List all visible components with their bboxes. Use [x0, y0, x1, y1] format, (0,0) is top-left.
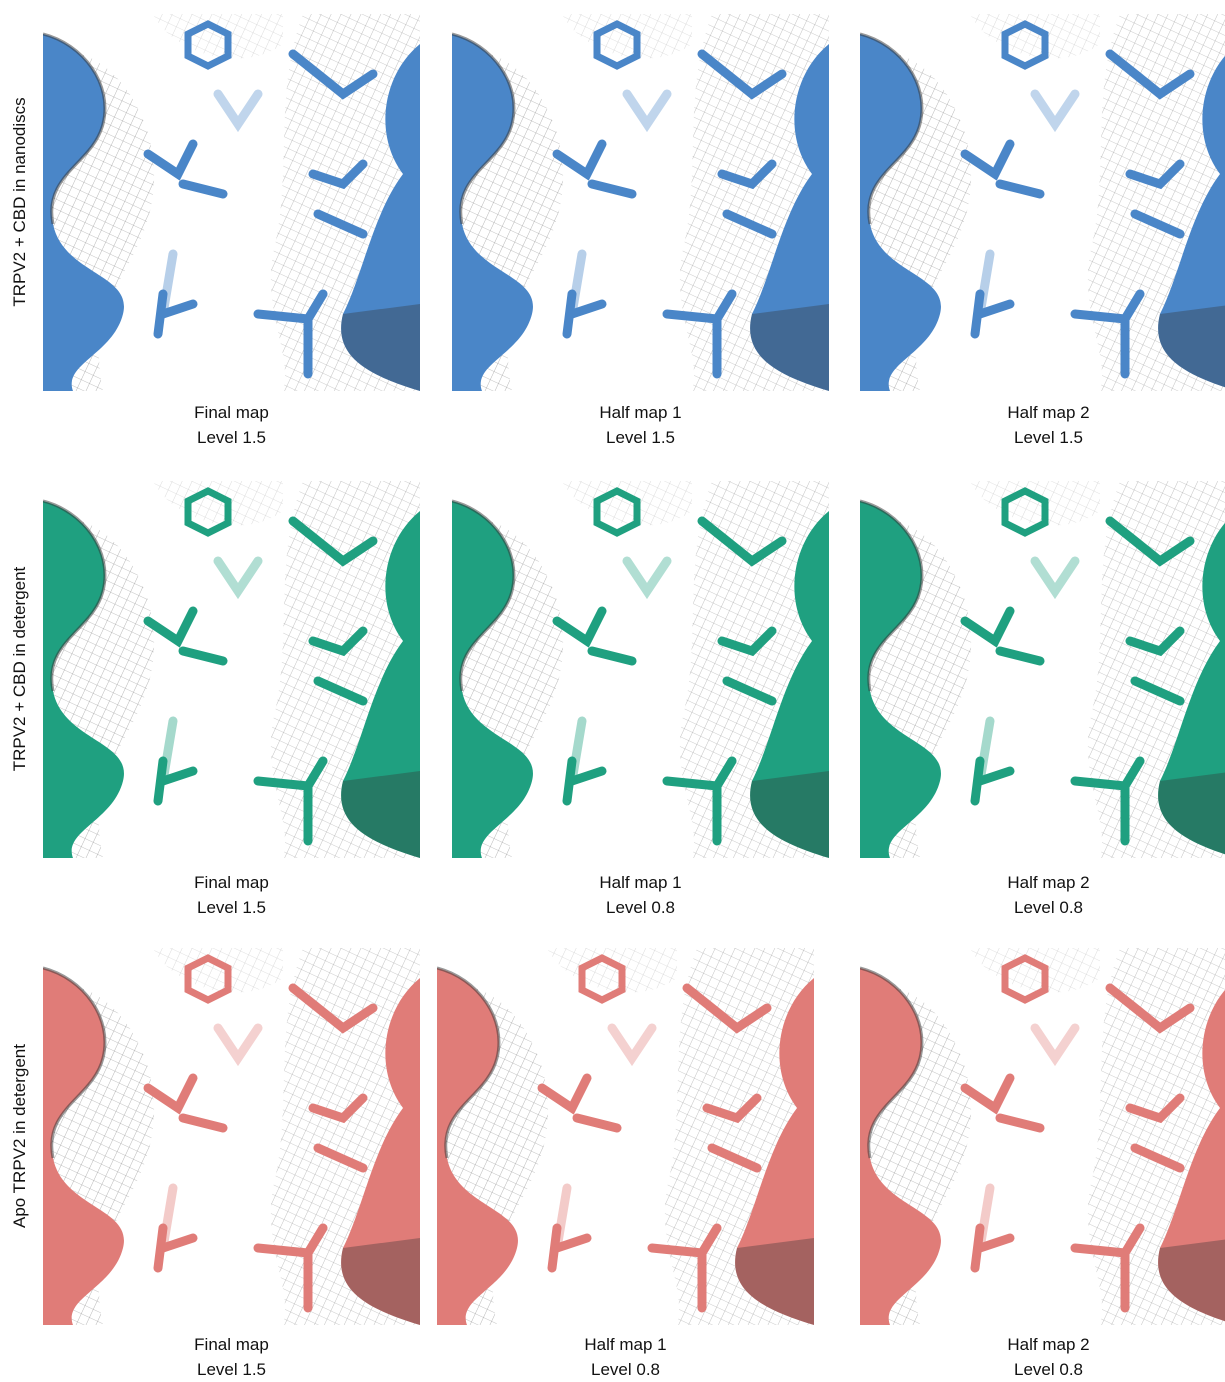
structure-panel [860, 948, 1225, 1325]
map-title: Final map [43, 1332, 420, 1357]
figure: (() => { const data = JSON.parse(documen… [0, 0, 1225, 1380]
map-level: Level 1.5 [860, 425, 1225, 450]
structure-panel [437, 948, 814, 1325]
map-title: Half map 2 [860, 400, 1225, 425]
structure-panel [452, 14, 829, 391]
map-title: Half map 1 [452, 870, 829, 895]
map-level: Level 1.5 [43, 425, 420, 450]
structure-image [437, 948, 814, 1325]
structure-panel [860, 14, 1225, 391]
map-level: Level 0.8 [452, 895, 829, 920]
map-level: Level 0.8 [860, 895, 1225, 920]
structure-panel [452, 481, 829, 858]
structure-panel [43, 948, 420, 1325]
structure-image [43, 481, 420, 858]
structure-image [43, 948, 420, 1325]
map-title: Half map 2 [860, 870, 1225, 895]
structure-panel [43, 14, 420, 391]
structure-image [452, 481, 829, 858]
map-level: Level 1.5 [452, 425, 829, 450]
map-title: Half map 2 [860, 1332, 1225, 1357]
structure-image [860, 14, 1225, 391]
map-title: Half map 1 [452, 400, 829, 425]
structure-image [43, 14, 420, 391]
map-title: Final map [43, 870, 420, 895]
structure-image [452, 14, 829, 391]
structure-image [860, 948, 1225, 1325]
row-label: Apo TRPV2 in detergent [10, 948, 30, 1324]
map-level: Level 1.5 [43, 1357, 420, 1382]
structure-image [860, 481, 1225, 858]
map-level: Level 1.5 [43, 895, 420, 920]
map-title: Half map 1 [437, 1332, 814, 1357]
structure-panel [860, 481, 1225, 858]
row-label: TRPV2 + CBD in detergent [10, 481, 30, 857]
map-level: Level 0.8 [860, 1357, 1225, 1382]
map-title: Final map [43, 400, 420, 425]
structure-panel [43, 481, 420, 858]
row-label: TRPV2 + CBD in nanodiscs [10, 14, 30, 390]
map-level: Level 0.8 [437, 1357, 814, 1382]
